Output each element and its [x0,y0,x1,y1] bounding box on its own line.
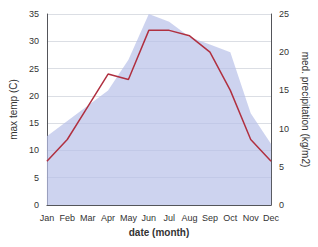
svg-text:Mar: Mar [80,213,96,223]
svg-text:0: 0 [34,200,39,210]
svg-text:10: 10 [279,124,289,134]
svg-text:20: 20 [279,47,289,57]
svg-text:Dec: Dec [263,213,280,223]
svg-text:30: 30 [29,36,39,46]
svg-text:20: 20 [29,91,39,101]
svg-text:10: 10 [29,145,39,155]
svg-text:5: 5 [34,173,39,183]
svg-text:Aug: Aug [182,213,198,223]
svg-text:Oct: Oct [223,213,238,223]
svg-text:Jul: Jul [163,213,175,223]
svg-text:5: 5 [279,162,284,172]
svg-text:Jun: Jun [142,213,157,223]
svg-text:date (month): date (month) [129,227,190,238]
svg-text:35: 35 [29,9,39,19]
svg-text:Jan: Jan [40,213,55,223]
svg-text:max temp (C): max temp (C) [8,79,19,140]
svg-text:Sep: Sep [202,213,218,223]
svg-text:med. precipitation (kg/m2): med. precipitation (kg/m2) [300,52,311,168]
svg-text:Apr: Apr [101,213,115,223]
svg-text:Nov: Nov [243,213,260,223]
svg-text:15: 15 [29,118,39,128]
svg-text:25: 25 [29,64,39,74]
svg-text:0: 0 [279,200,284,210]
svg-text:Feb: Feb [60,213,76,223]
svg-text:May: May [120,213,138,223]
svg-text:15: 15 [279,85,289,95]
svg-text:25: 25 [279,9,289,19]
